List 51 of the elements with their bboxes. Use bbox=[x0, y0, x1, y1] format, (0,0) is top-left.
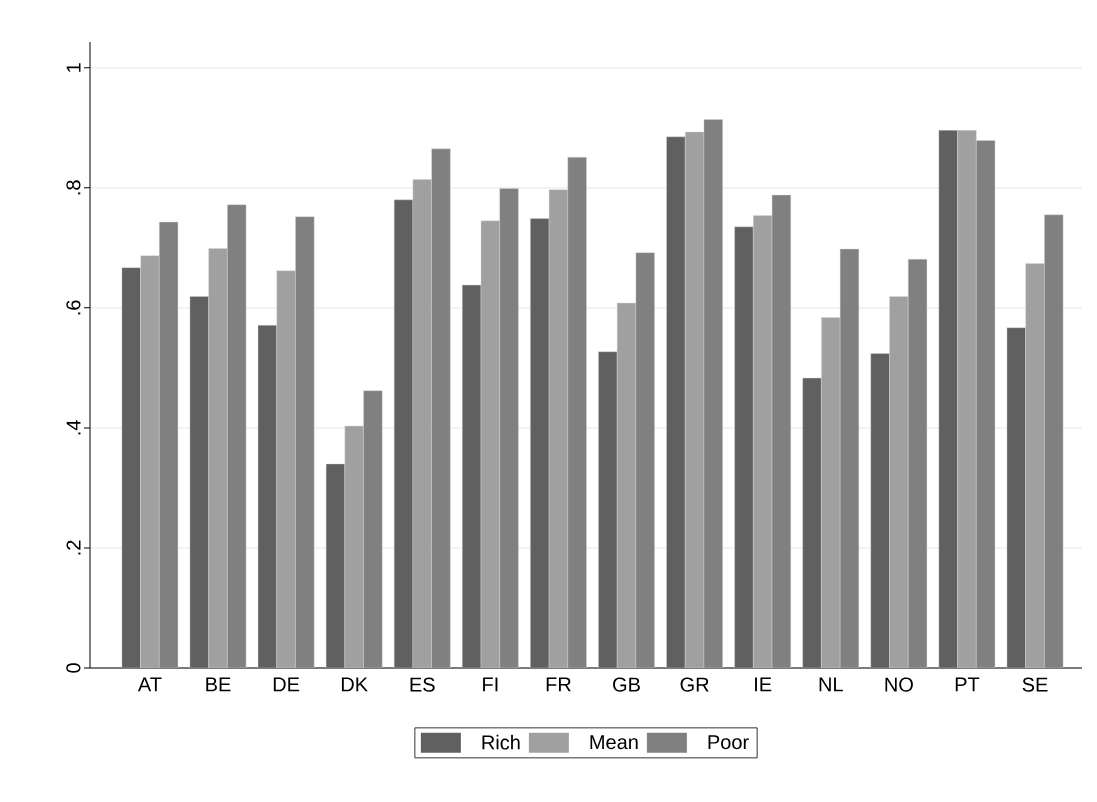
bar bbox=[870, 353, 890, 668]
y-tick-label: .6 bbox=[66, 300, 81, 315]
x-tick-label: AT bbox=[137, 677, 162, 692]
bar bbox=[208, 248, 228, 668]
bar bbox=[412, 179, 432, 668]
y-tick-label: 0 bbox=[66, 663, 81, 673]
bar bbox=[685, 131, 705, 668]
legend-label: Mean bbox=[590, 735, 638, 750]
bar bbox=[938, 130, 958, 668]
bar bbox=[530, 218, 550, 668]
bar bbox=[480, 220, 500, 668]
bar bbox=[462, 284, 482, 668]
x-tick-label: ES bbox=[410, 677, 435, 692]
x-tick-label: NO bbox=[885, 677, 913, 692]
legend-label: Poor bbox=[708, 735, 749, 750]
bar bbox=[889, 296, 909, 668]
bar bbox=[753, 215, 773, 668]
bar bbox=[121, 267, 141, 668]
bar bbox=[189, 296, 209, 668]
bar bbox=[957, 130, 977, 668]
bar bbox=[325, 463, 346, 668]
x-tick-label: NL bbox=[819, 677, 843, 692]
y-tick-label: .4 bbox=[66, 420, 81, 435]
bar bbox=[276, 270, 296, 668]
bar bbox=[1006, 327, 1026, 668]
bar bbox=[616, 302, 637, 668]
x-tick-label: IE bbox=[755, 677, 772, 692]
x-tick-label: FR bbox=[546, 677, 571, 692]
bar bbox=[1025, 263, 1045, 668]
bar bbox=[821, 317, 841, 668]
bar bbox=[734, 226, 754, 668]
y-tick-label: .2 bbox=[66, 540, 81, 555]
x-tick-label: SE bbox=[1022, 677, 1048, 692]
x-tick-label: FI bbox=[483, 677, 498, 692]
bar bbox=[666, 136, 686, 668]
x-tick-label: DK bbox=[341, 677, 368, 692]
bar bbox=[802, 377, 822, 668]
bar bbox=[548, 189, 568, 668]
x-tick-label: GB bbox=[613, 677, 640, 692]
bar bbox=[257, 325, 277, 668]
x-tick-label: GR bbox=[680, 677, 709, 692]
y-tick-label: 1 bbox=[66, 63, 81, 72]
bar bbox=[344, 425, 364, 668]
legend-label: Rich bbox=[482, 734, 520, 750]
x-tick-label: BE bbox=[206, 677, 231, 692]
bar bbox=[140, 255, 160, 668]
bar bbox=[598, 351, 618, 668]
y-tick-label: .8 bbox=[66, 180, 81, 195]
x-tick-label: PT bbox=[955, 677, 980, 692]
bar bbox=[393, 199, 414, 668]
x-tick-label: DE bbox=[273, 677, 300, 692]
